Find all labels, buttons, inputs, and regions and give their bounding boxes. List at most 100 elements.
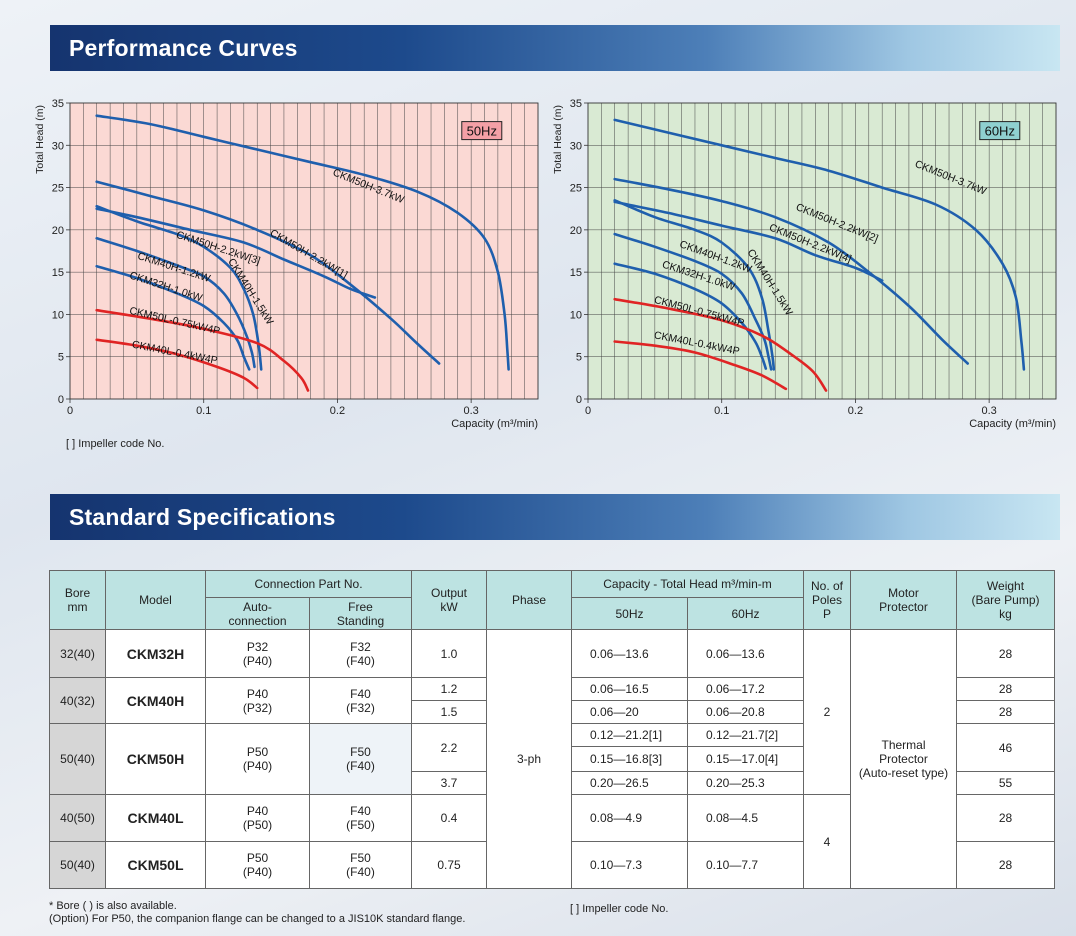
header-weight: Weight (Bare Pump) kg	[956, 570, 1055, 630]
auto-connection-cell: P50 (P40)	[205, 723, 310, 795]
model-cell: CKM32H	[105, 629, 206, 678]
weight-cell: 28	[956, 841, 1055, 889]
bore-cell: 50(40)	[49, 841, 106, 889]
y-tick-label: 35	[570, 98, 582, 110]
table-row-ckm40h-b: 1.5 0.06—20 0.06—20.8 28	[50, 700, 1055, 724]
output-cell: 1.5	[411, 700, 487, 724]
option-footnote: (Option) For P50, the companion flange c…	[49, 913, 466, 925]
y-tick-label: 10	[570, 309, 582, 321]
weight-cell: 46	[956, 723, 1055, 772]
x-tick-label: 0.3	[463, 405, 478, 417]
weight-cell: 28	[956, 677, 1055, 701]
y-tick-label: 0	[576, 394, 582, 406]
capacity-60hz-cell: 0.06—17.2	[687, 677, 804, 701]
y-tick-label: 20	[570, 225, 582, 237]
header-free-standing: Free Standing	[309, 597, 412, 630]
header-50hz: 50Hz	[571, 597, 688, 630]
series-line	[613, 118, 1026, 371]
free-standing-cell: F50 (F40)	[309, 841, 412, 889]
series-line	[613, 297, 828, 392]
capacity-50hz-cell: 0.06—16.5	[571, 677, 688, 701]
x-tick-label: 0.2	[848, 405, 863, 417]
header-connection: Connection Part No.	[205, 570, 412, 598]
output-cell: 1.2	[411, 677, 487, 701]
output-cell: 0.75	[411, 841, 487, 889]
header-60hz: 60Hz	[687, 597, 804, 630]
frequency-badge	[461, 121, 503, 141]
weight-cell: 28	[956, 700, 1055, 724]
y-tick-label: 5	[58, 352, 64, 364]
free-standing-cell: F40 (F32)	[309, 677, 412, 724]
auto-connection-cell: P50 (P40)	[205, 841, 310, 889]
bore-cell: 40(50)	[49, 794, 106, 842]
x-axis-label: Capacity (m³/min)	[451, 418, 538, 430]
table-row-ckm40l: 40(50) CKM40L P40 (P50) F40 (F50) 0.4 0.08…	[49, 794, 1055, 889]
y-tick-label: 5	[576, 352, 582, 364]
series-line	[613, 177, 969, 365]
model-cell: CKM50L	[105, 841, 206, 889]
poles-2-cell: 2	[803, 629, 851, 795]
table-row-ckm50h: 50(40) CKM50H P50 (P40) F50 (F40) 2.2 0.12…	[49, 723, 1055, 795]
header-capacity: Capacity - Total Head m³/min-m	[571, 570, 804, 598]
series-line	[95, 237, 256, 369]
y-tick-label: 25	[52, 183, 64, 195]
series-line	[95, 264, 251, 371]
model-cell: CKM40H	[105, 677, 206, 724]
series-line	[613, 232, 773, 371]
weight-cell: 55	[956, 771, 1055, 795]
y-tick-label: 10	[52, 309, 64, 321]
series-line	[613, 199, 776, 371]
y-tick-label: 30	[570, 140, 582, 152]
bore-footnote: * Bore ( ) is also available.	[49, 900, 177, 912]
capacity-50hz-cell: 0.20—26.5	[571, 771, 688, 795]
header-model: Model	[105, 570, 206, 630]
x-tick-label: 0.1	[714, 405, 729, 417]
standard-specifications-banner: Standard Specifications	[50, 494, 1060, 540]
model-cell: CKM40L	[105, 794, 206, 842]
output-cell: 2.2	[411, 723, 487, 772]
x-tick-label: 0.3	[981, 405, 996, 417]
weight-cell: 28	[956, 794, 1055, 842]
y-tick-label: 30	[52, 140, 64, 152]
bore-cell: 32(40)	[49, 629, 106, 678]
x-tick-label: 0	[585, 405, 591, 417]
weight-cell: 28	[956, 629, 1055, 678]
y-tick-label: 20	[52, 225, 64, 237]
footnotes: * Bore ( ) is also available. (Option) F…	[49, 900, 465, 926]
performance-curves-title: Performance Curves	[69, 35, 298, 61]
capacity-60hz-cell: 0.10—7.7	[687, 841, 804, 889]
free-standing-cell: F50 (F40)	[309, 723, 412, 795]
x-axis-label: Capacity (m³/min)	[969, 418, 1056, 430]
series-line	[95, 308, 310, 392]
capacity-50hz-cell: 0.10—7.3	[571, 841, 688, 889]
poles-4-cell: 4	[803, 794, 851, 889]
output-cell: 0.4	[411, 794, 487, 842]
table-row-ckm50l: 50(40) CKM50L P50 (P40) F50 (F40) 0.75 0.1…	[49, 841, 1055, 889]
plot-frame	[69, 102, 539, 400]
y-tick-label: 35	[52, 98, 64, 110]
phase-cell: 3-ph	[486, 629, 572, 889]
frequency-label: 60Hz	[985, 124, 1015, 139]
header-phase: Phase	[486, 570, 572, 630]
bore-cell: 50(40)	[49, 723, 106, 795]
header-auto-connection: Auto-connection	[205, 597, 310, 630]
performance-curves-banner: Performance Curves	[50, 25, 1060, 71]
header-bore: Bore mm	[49, 570, 106, 630]
series-line	[613, 340, 788, 391]
x-tick-label: 0	[67, 405, 73, 417]
series-line	[95, 204, 263, 371]
capacity-60hz-cell: 0.12—21.7[2]	[687, 723, 804, 747]
header-motor-protector: Motor Protector	[850, 570, 957, 630]
output-cell: 3.7	[411, 771, 487, 795]
frequency-label: 50Hz	[467, 124, 497, 139]
capacity-50hz-cell: 0.15—16.8[3]	[571, 746, 688, 772]
y-axis-label: Total Head (m)	[552, 105, 564, 174]
bore-cell: 40(32)	[49, 677, 106, 724]
auto-connection-cell: P32 (P40)	[205, 629, 310, 678]
header-poles: No. of Poles P	[803, 570, 851, 630]
capacity-50hz-cell: 0.06—20	[571, 700, 688, 724]
impeller-code-note: [ ] Impeller code No.	[66, 438, 165, 450]
capacity-50hz-cell: 0.08—4.9	[571, 794, 688, 842]
